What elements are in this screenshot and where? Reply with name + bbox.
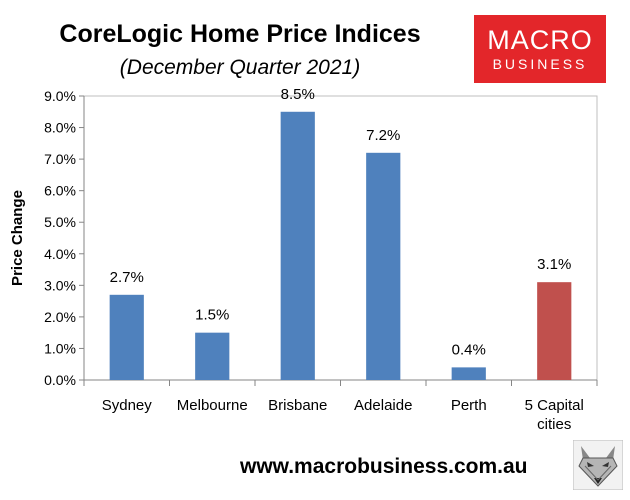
data-label: 1.5% [195, 307, 229, 324]
x-tick-label: cities [537, 416, 571, 433]
bar [195, 332, 230, 380]
data-label: 0.4% [452, 341, 486, 358]
x-tick-label: Perth [451, 397, 487, 414]
bar [280, 111, 315, 381]
y-tick-label: 1.0% [44, 340, 76, 356]
bar [366, 152, 401, 380]
y-tick-label: 7.0% [44, 151, 76, 167]
data-label: 3.1% [537, 256, 571, 273]
website-url: www.macrobusiness.com.au [240, 455, 528, 478]
y-tick-label: 5.0% [44, 214, 76, 230]
bar [537, 282, 572, 380]
x-tick-label: Melbourne [177, 397, 248, 414]
data-label: 2.7% [110, 269, 144, 286]
y-tick-label: 6.0% [44, 183, 76, 199]
plot-area-border [83, 95, 598, 381]
bar [451, 367, 486, 380]
y-tick-label: 9.0% [44, 88, 76, 104]
macrobusiness-logo: MACRO BUSINESS [474, 15, 606, 83]
y-tick-label: 8.0% [44, 120, 76, 136]
y-tick-label: 3.0% [44, 277, 76, 293]
x-tick-label: Adelaide [354, 397, 412, 414]
fox-head-icon [573, 440, 623, 490]
y-axis-title: Price Change [9, 190, 26, 286]
y-tick-label: 4.0% [44, 246, 76, 262]
data-label: 8.5% [281, 86, 315, 103]
logo-line-macro: MACRO [487, 25, 593, 55]
chart-subtitle: (December Quarter 2021) [119, 56, 361, 79]
y-tick-label: 0.0% [44, 372, 76, 388]
logo-line-business: BUSINESS [492, 56, 588, 72]
y-tick-label: 2.0% [44, 309, 76, 325]
x-tick-label: Brisbane [268, 397, 327, 414]
x-tick-label: Sydney [102, 397, 153, 414]
x-tick-label: 5 Capital [525, 397, 584, 414]
chart-title: CoreLogic Home Price Indices [59, 20, 421, 48]
bar [109, 294, 144, 380]
data-label: 7.2% [366, 127, 400, 144]
